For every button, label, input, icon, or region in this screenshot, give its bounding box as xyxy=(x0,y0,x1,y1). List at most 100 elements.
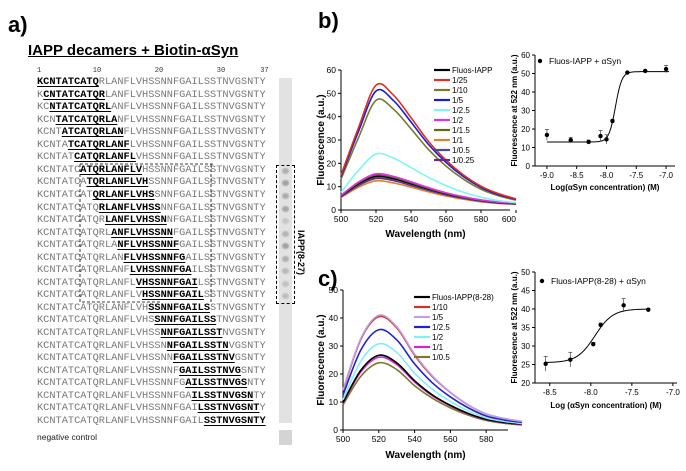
data-point xyxy=(646,307,651,312)
series-line xyxy=(342,342,523,425)
legend-label: 1/10 xyxy=(452,86,468,95)
sequence-row: KCNTATCATQRLANFLVHSSNNFGAILSSTNVGSNTY xyxy=(37,302,266,314)
sequence-flank: ILSSTNVGSNTY xyxy=(191,264,266,277)
decamer-highlight: RLANFLVHSS xyxy=(98,201,161,214)
sequence-flank: TY xyxy=(253,389,266,402)
series-line xyxy=(342,354,523,425)
x-axis-label: Log(αSyn concentration) (M) xyxy=(551,183,660,192)
x-tick-label: 560 xyxy=(443,434,457,444)
sequence-flank: KCNT xyxy=(37,126,62,139)
decamer-highlight: VHSSNNFGAI xyxy=(135,276,198,289)
x-tick-label: 500 xyxy=(336,434,350,444)
blot-spot xyxy=(282,280,289,287)
sequence-flank: KCNTATCATQRLANFLVHS xyxy=(37,314,155,327)
sequence-flank: KCNTATCATQRLANFLVHSSNNFGAIL xyxy=(37,414,204,427)
decamer-highlight: NTATCATQRL xyxy=(49,101,112,114)
x-tick-label: 500 xyxy=(334,214,348,224)
x-tick-label: 580 xyxy=(479,434,493,444)
legend-label: 1/25 xyxy=(452,76,468,85)
sequence-flank: NFLVHSSNNFGAILSSTNVGSNTY xyxy=(117,113,266,126)
y-tick-label: 50 xyxy=(327,88,337,98)
panel-a-title: IAPP decamers + Biotin-αSyn xyxy=(28,42,239,59)
y-tick-label: 50 xyxy=(521,268,530,277)
y-tick-label: 60 xyxy=(327,65,337,75)
sequence-row: KCNTATCATQRLANFLVHSSNNFGAILSSTNVGSNTY xyxy=(37,88,266,101)
sequence-flank: TNVGSNTY xyxy=(216,314,266,327)
x-axis-label: Wavelength (nm) xyxy=(385,450,465,461)
y-tick-label: 0 xyxy=(526,162,531,171)
sequence-row: KCNTATCATQRLANFLVHSSNNFGAILSSTNVGSNTY xyxy=(37,164,266,176)
sequence-row: KCNTATCATQRLANFLVHSSNNFGAILSSTNVGSNTY xyxy=(37,113,266,126)
y-tick-label: 40 xyxy=(521,88,530,97)
chart-b-spectra: 0 10 20 30 40 50 60 500 520 540 560 580 600 Wavelengt… xyxy=(316,65,517,240)
sequence-row: KCNTATCATQRLANFLVHSSNNFGAILSSTNVGSNTY xyxy=(37,139,266,151)
x-tick-label: -7.5 xyxy=(629,171,643,180)
iapp-region-dashed-box xyxy=(276,165,295,304)
series-line xyxy=(340,98,517,201)
y-tick-label: 10 xyxy=(521,144,530,153)
sequence-row: KCNTATCATQRLANFLVHSSNNFGAILSSTNVGSNTY xyxy=(37,127,266,138)
sequence-flank: K xyxy=(37,88,44,101)
series-line xyxy=(342,314,523,423)
x-tick-label: -7.0 xyxy=(666,388,680,397)
sequence-flank: ANFLVHSSNNFGAILSSTNVGSNTY xyxy=(111,101,266,114)
data-point xyxy=(610,118,615,124)
sequence-row: KCNTATCATQRLANFLVHSSNNFGAILSSTNVGSNTY xyxy=(37,201,266,214)
x-tick-label: 520 xyxy=(372,434,386,444)
blot-spot xyxy=(282,167,289,174)
sequence-flank: KCNTAT xyxy=(37,151,75,164)
sequence-row: KCNTATCATQRLANFLVHSSNNFGAILSSTNVGSNTY xyxy=(37,378,266,389)
legend-label: 1/1 xyxy=(432,343,444,352)
sequence-flank: KCNTATCATQR xyxy=(37,214,105,227)
sequence-flank: KCN xyxy=(37,113,56,126)
x-tick-label: 520 xyxy=(369,214,383,224)
sequence-flank: FGAILSSTNVGSNTY xyxy=(172,226,266,239)
x-axis-label: Wavelength (nm) xyxy=(385,229,465,240)
decamer-highlight: QRLANFLVHS xyxy=(92,188,155,201)
sequence-flank: KCNTATCAT xyxy=(37,188,93,201)
sequence-row: KCNTATCATQRLANFLVHSSNNFGAILSSTNVGSNTY xyxy=(37,240,266,251)
blot-spot xyxy=(282,180,289,187)
legend-label: 1/2.5 xyxy=(432,323,450,332)
y-tick-label: 45 xyxy=(521,287,530,296)
sequence-flank: KCNTATCATQRLANFL xyxy=(37,276,136,289)
legend-label: Fluos-IAPP + αSyn xyxy=(549,56,621,66)
y-tick-label: 35 xyxy=(521,324,530,333)
y-tick-label: 20 xyxy=(327,158,337,168)
dashed-outline-path xyxy=(79,163,214,303)
series-line xyxy=(342,328,523,424)
legend-label: 1/2.5 xyxy=(452,106,470,115)
sequence-flank: VHSSNNFGAILSSTNVGSNTY xyxy=(135,151,266,164)
sequence-flank: NNFGAILSSTNVGSNTY xyxy=(160,201,266,214)
y-tick-label: 10 xyxy=(327,182,337,192)
sequence-flank: AILSSTNVGSNTY xyxy=(185,251,266,264)
sequence-row: KCNTATCATQRLANFLVHSSNNFGAILSSTNVGSNTY xyxy=(37,265,266,276)
sequence-flank: VGSNTY xyxy=(228,339,266,352)
series-line xyxy=(342,361,523,426)
sequence-row: KCNTATCATQRLANFLVHSSNNFGAILSSTNVGSNTY xyxy=(37,177,266,188)
series-line xyxy=(340,152,517,204)
y-tick-label: 20 xyxy=(521,125,530,134)
y-tick-label: 30 xyxy=(521,107,530,116)
x-axis-label: Log (αSyn concentration) (M) xyxy=(550,401,661,410)
blot-spot xyxy=(282,192,289,199)
sequence-row: KCNTATCATQRLANFLVHSSNNFGAILSSTNVGSNTY xyxy=(37,251,266,264)
legend-label: 1/0.25 xyxy=(452,156,475,165)
decamer-highlight: SNNFGAILSS xyxy=(154,314,217,327)
sequence-row: KCNTATCATQRLANFLVHSSNNFGAILSSTNVGSNTY xyxy=(37,77,266,88)
sequence-flank: LSSTNVGSNTY xyxy=(197,276,266,289)
decamer-highlight: NFLVHSSNNF xyxy=(117,239,180,252)
panel-label-a: a) xyxy=(8,12,28,37)
y-tick-label: 0 xyxy=(331,205,336,215)
y-tick-label: 30 xyxy=(329,341,339,351)
legend-label: 1/2 xyxy=(432,333,444,342)
fit-curve xyxy=(546,71,670,143)
y-tick-label: 20 xyxy=(329,369,339,379)
sequence-flank: RLANFLVHSSNNFGAILSSTNVGSNTY xyxy=(98,76,266,88)
sequence-flank: SSTNVGSNTY xyxy=(203,289,266,302)
x-tick-label: -7.0 xyxy=(659,171,673,180)
sequence-flank: SNTY xyxy=(240,364,266,377)
sequence-flank: KCNTATCATQRLANFLV xyxy=(37,289,143,302)
